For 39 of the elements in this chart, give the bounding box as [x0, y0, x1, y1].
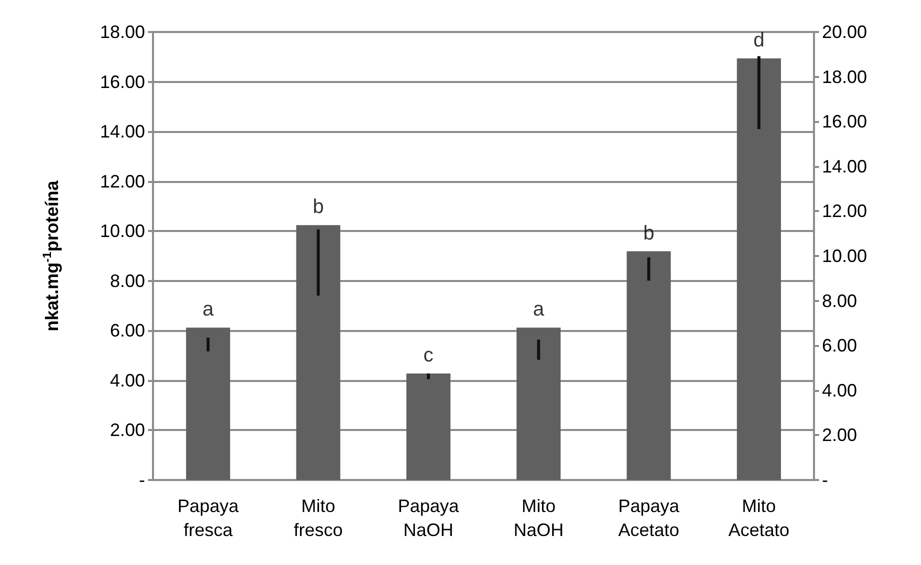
y-tick-label: 4.00 [110, 370, 145, 390]
y2-tick-label: 8.00 [822, 290, 858, 311]
annotation: a [202, 298, 215, 321]
y2-tick-label: 6.00 [822, 336, 858, 356]
y-tick-label: 16.00 [100, 72, 145, 92]
x-tick-label: Papaya fresca [178, 496, 240, 540]
x-tick-label: Mito NaOH [514, 496, 564, 540]
y2-tick-label: 20.00 [822, 22, 868, 42]
y-tick-label: 18.00 [100, 22, 145, 42]
y-axis-title: nkat.mg-1proteína [40, 180, 62, 332]
bar [296, 225, 340, 480]
x-tick-label: Papaya Acetato [618, 496, 680, 540]
y-tick-label: - [139, 470, 145, 490]
y2-tick-label: 16.00 [822, 112, 868, 132]
y-tick-label: 8.00 [110, 270, 145, 291]
y2-tick-label: 12.00 [822, 201, 868, 222]
annotation: c [423, 344, 434, 366]
y-tick-label: 6.00 [110, 320, 145, 341]
annotation: b [312, 196, 324, 218]
y-tick-label: 10.00 [100, 221, 145, 242]
bar [736, 58, 781, 480]
bar [406, 373, 450, 480]
y2-tick-label: 2.00 [822, 425, 858, 446]
bar [626, 251, 671, 480]
x-tick-label: Mito fresco [294, 496, 343, 540]
y2-tick-label: 4.00 [822, 380, 858, 400]
annotation: a [533, 298, 546, 321]
y-tick-label: 14.00 [100, 122, 145, 142]
y-tick-label: 12.00 [100, 171, 145, 192]
bar [516, 328, 561, 480]
y2-tick-label: 18.00 [822, 66, 868, 87]
bar [186, 328, 230, 480]
x-tick-label: Papaya NaOH [398, 496, 460, 540]
y2-tick-label: 14.00 [822, 156, 868, 176]
annotation: d [753, 29, 764, 52]
y-tick-label: 2.00 [110, 420, 145, 440]
x-tick-label: Mito Acetato [728, 496, 790, 540]
y2-tick-label: 10.00 [822, 246, 868, 266]
y2-tick-label: - [822, 470, 828, 490]
